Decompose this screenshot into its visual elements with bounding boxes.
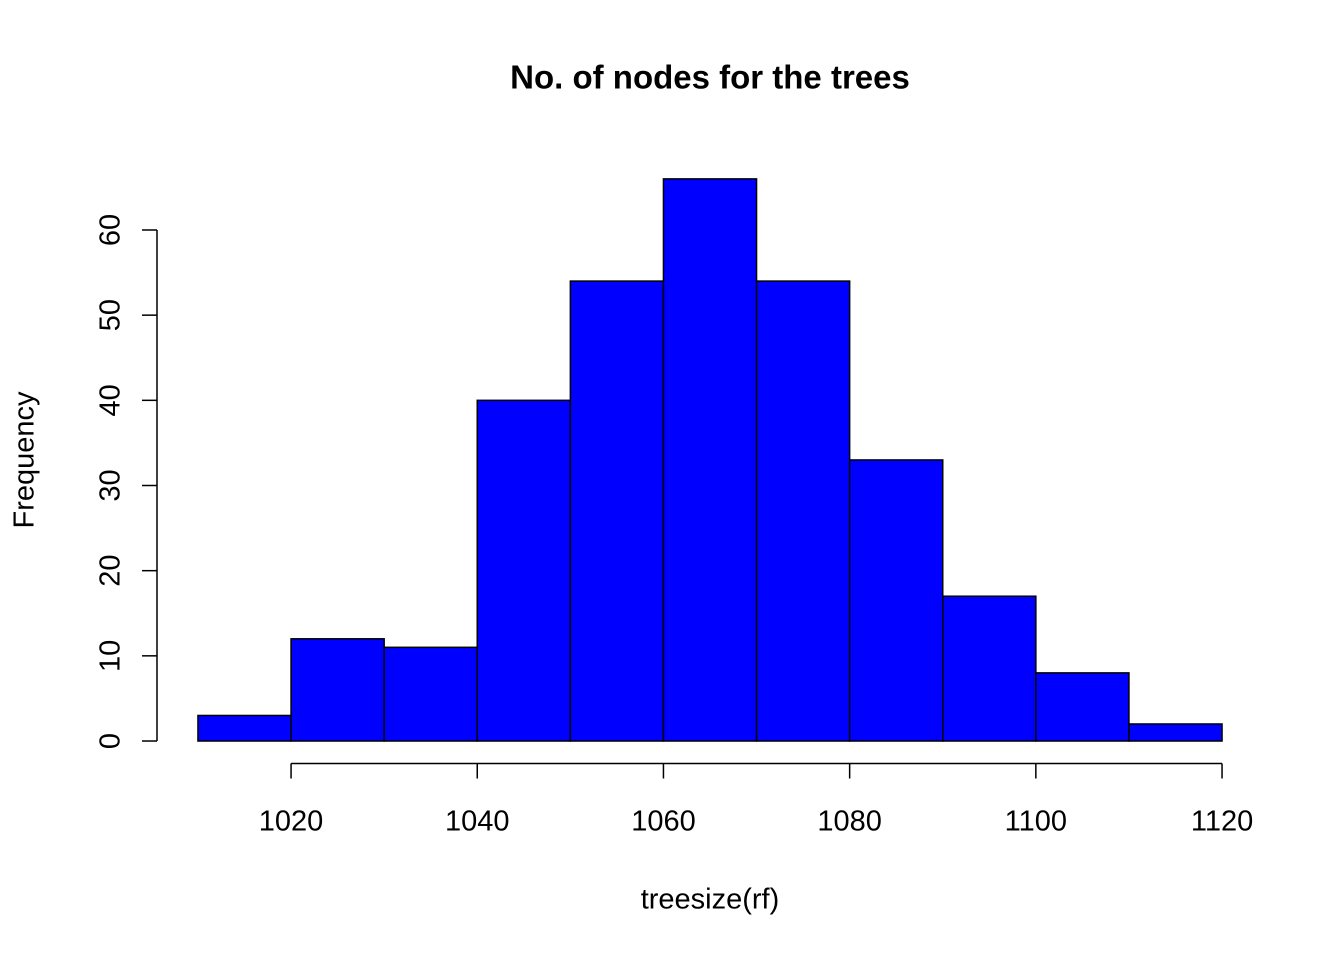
x-tick-label: 1080 — [817, 806, 882, 838]
y-tick-label: 40 — [95, 384, 127, 416]
chart-title: No. of nodes for the trees — [510, 59, 910, 96]
x-tick-label: 1020 — [259, 806, 324, 838]
y-axis-label: Frequency — [9, 391, 41, 529]
x-tick-label: 1100 — [1005, 806, 1067, 838]
bar — [848, 459, 944, 742]
x-tick-label: 1040 — [445, 806, 510, 838]
bar — [662, 178, 758, 742]
bar — [755, 280, 851, 742]
bar — [1128, 723, 1223, 742]
bar — [1035, 672, 1130, 742]
bar — [569, 280, 665, 742]
x-tick-label: 1120 — [1191, 806, 1253, 838]
x-axis-label: treesize(rf) — [641, 884, 780, 916]
bar — [383, 646, 479, 742]
y-tick-label: 60 — [95, 214, 127, 246]
y-tick-label: 50 — [95, 299, 127, 331]
y-tick-label: 0 — [95, 733, 127, 749]
bar — [290, 638, 385, 742]
x-tick-label: 1060 — [631, 806, 696, 838]
y-tick-label: 10 — [95, 640, 127, 672]
y-tick-label: 20 — [95, 555, 127, 587]
y-tick-label: 30 — [95, 469, 127, 501]
bar — [941, 595, 1037, 742]
bar — [197, 714, 292, 742]
bar — [476, 399, 572, 742]
